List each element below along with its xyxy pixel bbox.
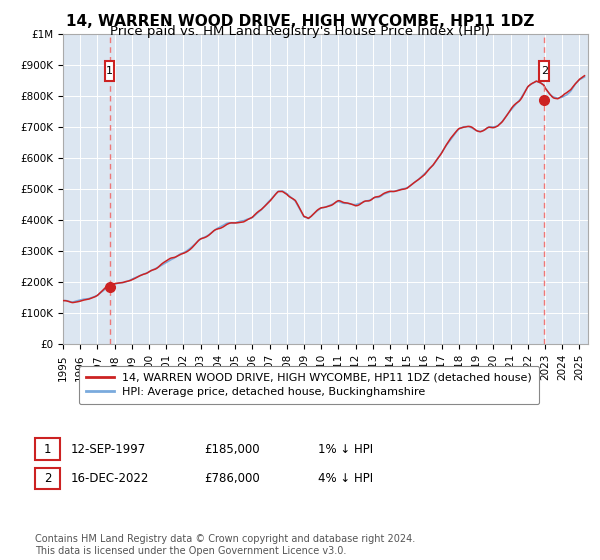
Text: 14, WARREN WOOD DRIVE, HIGH WYCOMBE, HP11 1DZ: 14, WARREN WOOD DRIVE, HIGH WYCOMBE, HP1… <box>66 14 534 29</box>
Text: 1: 1 <box>106 66 113 76</box>
Legend: 14, WARREN WOOD DRIVE, HIGH WYCOMBE, HP11 1DZ (detached house), HPI: Average pri: 14, WARREN WOOD DRIVE, HIGH WYCOMBE, HP1… <box>79 366 539 404</box>
Text: 2: 2 <box>541 66 548 76</box>
FancyBboxPatch shape <box>539 61 549 81</box>
Text: Price paid vs. HM Land Registry's House Price Index (HPI): Price paid vs. HM Land Registry's House … <box>110 25 490 38</box>
Text: 16-DEC-2022: 16-DEC-2022 <box>71 472 149 486</box>
FancyBboxPatch shape <box>105 61 115 81</box>
Text: 4% ↓ HPI: 4% ↓ HPI <box>318 472 373 486</box>
Text: Contains HM Land Registry data © Crown copyright and database right 2024.
This d: Contains HM Land Registry data © Crown c… <box>35 534 415 556</box>
Text: £786,000: £786,000 <box>204 472 260 486</box>
Text: 12-SEP-1997: 12-SEP-1997 <box>71 442 146 456</box>
Text: 2: 2 <box>44 472 51 486</box>
Text: 1: 1 <box>44 442 51 456</box>
Text: 1% ↓ HPI: 1% ↓ HPI <box>318 442 373 456</box>
Text: £185,000: £185,000 <box>204 442 260 456</box>
